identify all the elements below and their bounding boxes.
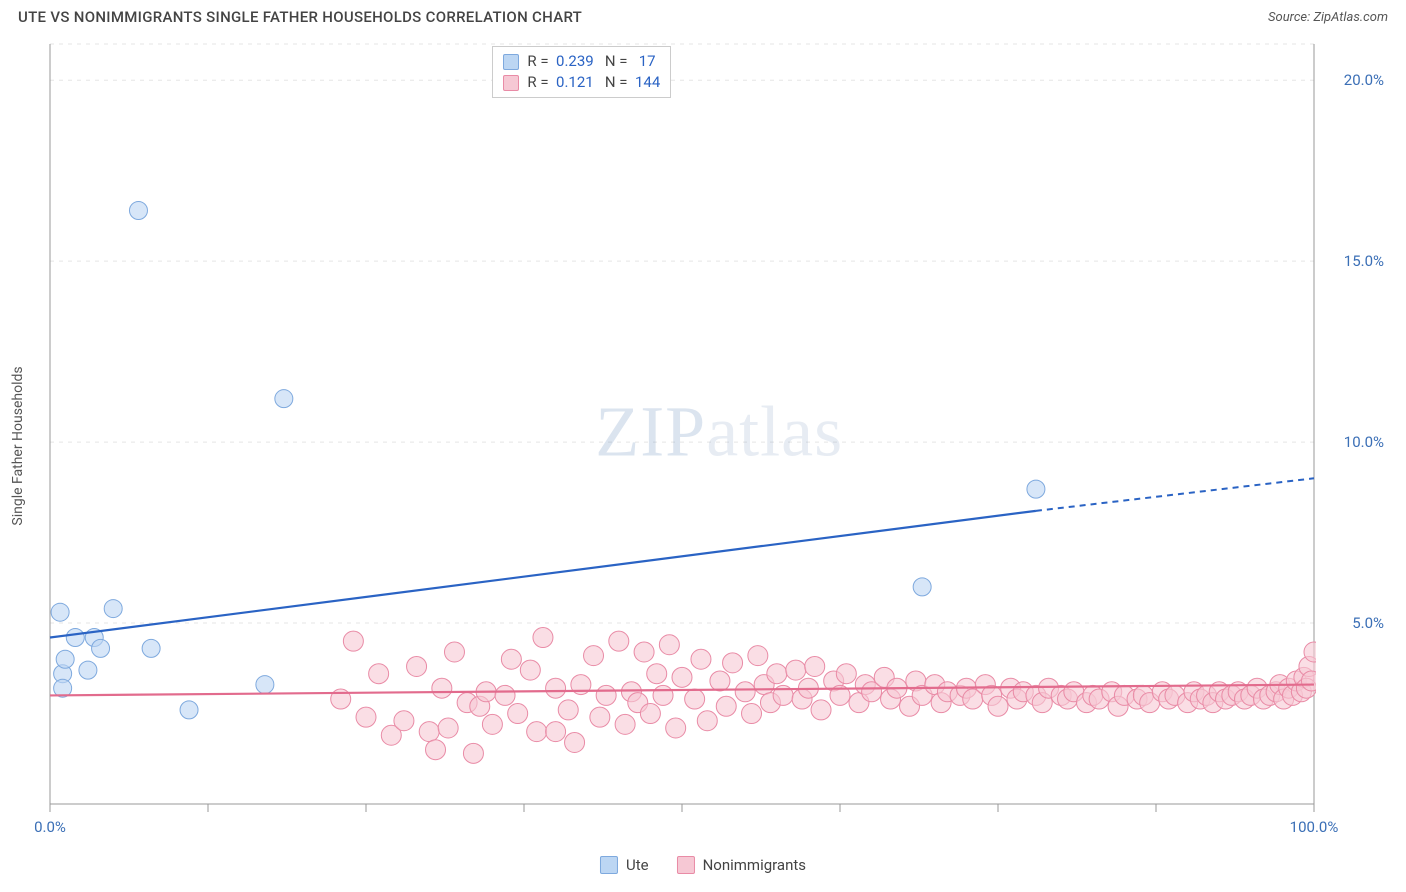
series-legend: Ute Nonimmigrants	[600, 856, 806, 874]
x-tick-label: 0.0%	[34, 818, 66, 836]
legend-swatch	[677, 856, 695, 874]
chart-title: UTE VS NONIMMIGRANTS SINGLE FATHER HOUSE…	[18, 8, 582, 26]
legend-swatch	[503, 54, 519, 70]
stats-legend-row: R = 0.121 N = 144	[503, 72, 660, 93]
chart-container: ZIPatlas R = 0.239 N = 17R = 0.121 N = 1…	[48, 40, 1316, 832]
legend-swatch	[503, 75, 519, 91]
source-value: ZipAtlas.com	[1313, 10, 1388, 25]
y-tick-label: 10.0%	[1344, 433, 1384, 451]
legend-item: Ute	[600, 856, 649, 874]
y-tick-label: 5.0%	[1352, 614, 1384, 632]
legend-swatch	[600, 856, 618, 874]
stats-legend: R = 0.239 N = 17R = 0.121 N = 144	[492, 46, 671, 98]
legend-item: Nonimmigrants	[677, 856, 806, 874]
scatter-chart	[48, 40, 1316, 832]
x-tick-label: 100.0%	[1290, 818, 1339, 836]
source-label: Source:	[1268, 10, 1310, 25]
stats-legend-row: R = 0.239 N = 17	[503, 51, 660, 72]
legend-label: Ute	[626, 856, 649, 874]
stats-legend-text: R = 0.121 N = 144	[527, 72, 660, 93]
y-axis-label: Single Father Households	[10, 366, 26, 525]
legend-label: Nonimmigrants	[703, 856, 806, 874]
source-attribution: Source: ZipAtlas.com	[1268, 10, 1388, 25]
y-tick-label: 15.0%	[1344, 252, 1384, 270]
stats-legend-text: R = 0.239 N = 17	[527, 51, 655, 72]
y-tick-label: 20.0%	[1344, 71, 1384, 89]
